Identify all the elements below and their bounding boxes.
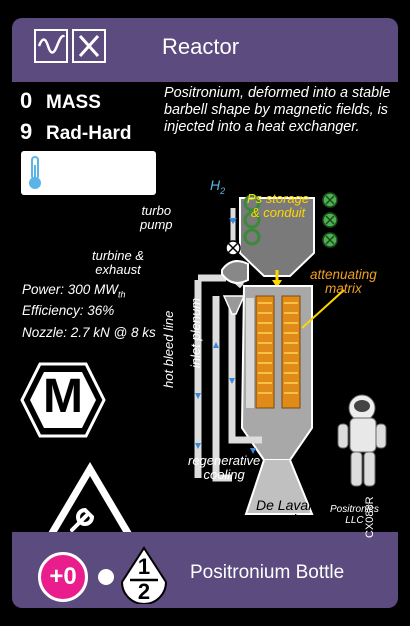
card-title: Reactor	[162, 34, 240, 59]
turbo-pump-label: turbo pump	[140, 203, 173, 232]
card-name: Positronium Bottle	[190, 562, 345, 583]
hex-badge	[20, 362, 106, 438]
card-code: CX088R	[364, 496, 376, 538]
modifier-badge: +0	[38, 552, 88, 602]
inlet-plenum-label: inlet plenum	[188, 297, 203, 368]
astronaut-icon	[337, 394, 387, 487]
reactor-diagram	[194, 192, 387, 515]
ps-storage-label: Ps storage & conduit	[247, 191, 310, 220]
card: Reactor 0 MASS 9 Rad-Hard Positronium, def…	[12, 18, 398, 608]
radhard-value: 9	[20, 119, 33, 144]
radhard-stat: 9 Rad-Hard	[20, 119, 132, 145]
turbine-label: turbine & exhaust	[92, 248, 145, 277]
nozzle-line: Nozzle: 2.7 kN @ 8 ks	[22, 325, 156, 340]
power-unit: th	[118, 289, 126, 300]
thermometer-icon	[29, 156, 41, 189]
mass-stat: 0 MASS	[20, 88, 101, 114]
sine-wave-icon	[34, 29, 68, 63]
power-line: Power: 300 MWth	[22, 282, 126, 300]
mass-label: MASS	[46, 92, 101, 113]
thermal-box	[21, 151, 156, 195]
maker-label: Positronics LLC	[330, 504, 379, 526]
fraction-top: 1	[137, 554, 151, 579]
wrench-icon	[70, 507, 95, 532]
separator-dot	[98, 569, 114, 585]
header-bar: Reactor	[12, 18, 398, 82]
x-icon	[72, 29, 106, 63]
badge-letter: M	[43, 370, 83, 423]
efficiency-line: Efficiency: 36%	[22, 303, 115, 318]
mass-value: 0	[20, 88, 33, 113]
fraction-badge: 1 2	[120, 546, 168, 605]
regen-cooling-label: regenerative cooling	[188, 453, 261, 482]
description: Positronium, deformed into a stable barb…	[164, 85, 391, 135]
power-text: Power: 300 MW	[22, 282, 119, 297]
h2-label: H2	[210, 177, 226, 196]
hot-bleed-label: hot bleed line	[161, 310, 176, 388]
attenuating-label: attenuating matrix	[310, 267, 377, 296]
fraction-bottom: 2	[137, 579, 151, 604]
radhard-label: Rad-Hard	[46, 123, 132, 144]
nozzle-label: De Laval nozzle	[256, 497, 312, 527]
